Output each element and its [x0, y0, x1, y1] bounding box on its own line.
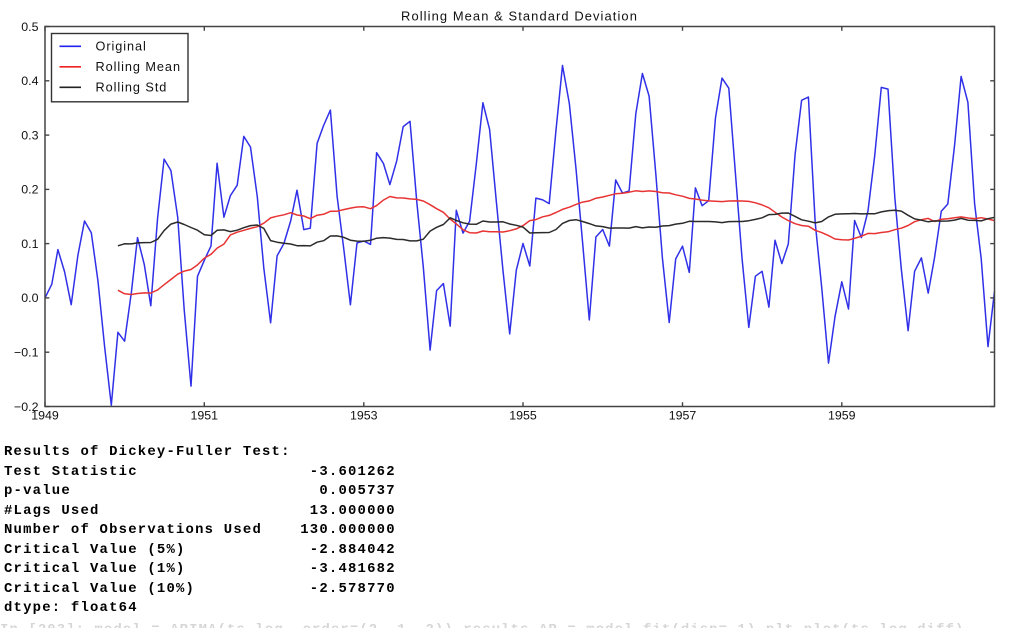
- svg-text:0.3: 0.3: [21, 128, 38, 142]
- svg-text:0.2: 0.2: [21, 183, 38, 197]
- svg-text:0.1: 0.1: [21, 237, 38, 251]
- svg-text:1953: 1953: [350, 409, 378, 423]
- svg-text:1951: 1951: [191, 409, 219, 423]
- svg-text:1949: 1949: [31, 409, 59, 423]
- svg-text:1957: 1957: [669, 409, 697, 423]
- svg-text:0.5: 0.5: [21, 20, 38, 34]
- svg-text:1955: 1955: [509, 409, 537, 423]
- svg-text:−0.2: −0.2: [14, 400, 39, 414]
- svg-text:0.4: 0.4: [21, 74, 38, 88]
- svg-text:Rolling Std: Rolling Std: [96, 81, 168, 95]
- svg-text:−0.1: −0.1: [14, 346, 39, 360]
- svg-text:Rolling Mean: Rolling Mean: [96, 60, 181, 74]
- svg-text:Rolling Mean & Standard Deviat: Rolling Mean & Standard Deviation: [401, 9, 638, 24]
- svg-text:Original: Original: [96, 40, 147, 54]
- svg-text:0.0: 0.0: [21, 291, 38, 305]
- svg-text:1959: 1959: [828, 409, 856, 423]
